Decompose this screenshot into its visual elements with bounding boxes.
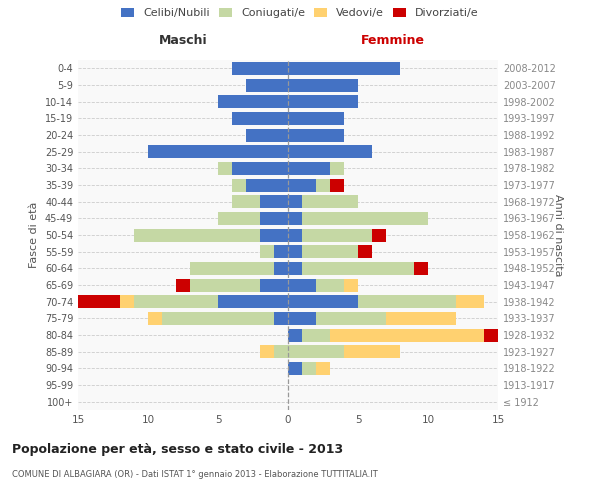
Bar: [274, 345, 288, 358]
Bar: [120, 295, 134, 308]
Bar: [330, 178, 344, 192]
Bar: [456, 295, 484, 308]
Bar: [288, 195, 302, 208]
Bar: [260, 345, 274, 358]
Bar: [484, 328, 498, 342]
Bar: [288, 228, 302, 241]
Bar: [288, 328, 302, 342]
Bar: [330, 162, 344, 175]
Bar: [288, 362, 302, 375]
Bar: [302, 195, 358, 208]
Bar: [288, 128, 344, 141]
Bar: [302, 245, 358, 258]
Bar: [288, 95, 358, 108]
Bar: [190, 278, 260, 291]
Bar: [232, 62, 288, 75]
Bar: [260, 278, 288, 291]
Bar: [246, 128, 288, 141]
Bar: [190, 262, 274, 275]
Bar: [232, 195, 260, 208]
Bar: [288, 262, 302, 275]
Legend: Celibi/Nubili, Coniugati/e, Vedovi/e, Divorziati/e: Celibi/Nubili, Coniugati/e, Vedovi/e, Di…: [119, 6, 481, 20]
Bar: [302, 212, 428, 225]
Bar: [302, 328, 330, 342]
Bar: [302, 362, 316, 375]
Bar: [288, 312, 316, 325]
Bar: [274, 312, 288, 325]
Text: Femmine: Femmine: [361, 34, 425, 46]
Bar: [386, 312, 456, 325]
Bar: [260, 195, 288, 208]
Bar: [358, 245, 372, 258]
Bar: [218, 162, 232, 175]
Bar: [134, 228, 260, 241]
Bar: [218, 295, 288, 308]
Text: Popolazione per età, sesso e stato civile - 2013: Popolazione per età, sesso e stato civil…: [12, 442, 343, 456]
Bar: [302, 228, 372, 241]
Bar: [288, 212, 302, 225]
Bar: [288, 78, 358, 92]
Bar: [288, 62, 400, 75]
Bar: [316, 278, 344, 291]
Bar: [288, 245, 302, 258]
Bar: [288, 178, 316, 192]
Bar: [232, 178, 246, 192]
Bar: [358, 295, 456, 308]
Bar: [330, 328, 484, 342]
Bar: [274, 245, 288, 258]
Bar: [218, 212, 260, 225]
Bar: [288, 162, 330, 175]
Bar: [288, 112, 344, 125]
Bar: [232, 112, 288, 125]
Bar: [218, 95, 288, 108]
Bar: [414, 262, 428, 275]
Bar: [148, 312, 162, 325]
Bar: [302, 262, 414, 275]
Bar: [316, 362, 330, 375]
Bar: [344, 345, 400, 358]
Bar: [344, 278, 358, 291]
Bar: [246, 78, 288, 92]
Bar: [288, 295, 358, 308]
Bar: [288, 278, 316, 291]
Text: COMUNE DI ALBAGIARA (OR) - Dati ISTAT 1° gennaio 2013 - Elaborazione TUTTITALIA.: COMUNE DI ALBAGIARA (OR) - Dati ISTAT 1°…: [12, 470, 378, 479]
Bar: [260, 212, 288, 225]
Bar: [288, 345, 344, 358]
Text: Maschi: Maschi: [158, 34, 208, 46]
Bar: [274, 262, 288, 275]
Bar: [232, 162, 288, 175]
Bar: [372, 228, 386, 241]
Y-axis label: Anni di nascita: Anni di nascita: [553, 194, 563, 276]
Bar: [78, 295, 120, 308]
Bar: [162, 312, 274, 325]
Bar: [148, 145, 288, 158]
Bar: [246, 178, 288, 192]
Bar: [260, 228, 288, 241]
Bar: [260, 245, 274, 258]
Bar: [316, 312, 386, 325]
Bar: [316, 178, 330, 192]
Bar: [134, 295, 218, 308]
Bar: [176, 278, 190, 291]
Bar: [288, 145, 372, 158]
Y-axis label: Fasce di età: Fasce di età: [29, 202, 39, 268]
